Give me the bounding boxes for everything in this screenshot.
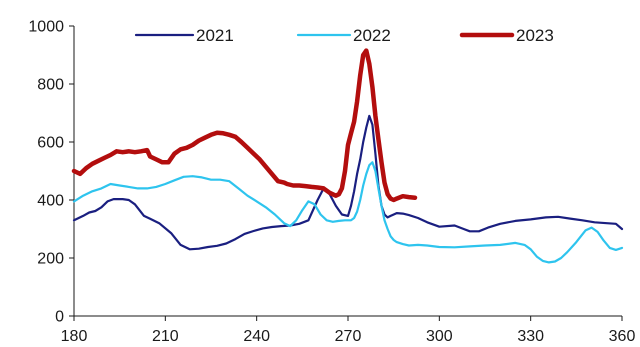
y-tick-label: 1000 bbox=[28, 19, 64, 36]
x-tick-label: 330 bbox=[517, 328, 544, 345]
x-tick-label: 240 bbox=[243, 328, 270, 345]
y-tick-label: 0 bbox=[55, 309, 64, 326]
legend-label-2022: 2022 bbox=[353, 26, 391, 45]
x-tick-label: 360 bbox=[609, 328, 636, 345]
x-tick-label: 270 bbox=[335, 328, 362, 345]
legend: 2021 2022 2023 bbox=[134, 26, 554, 45]
series-line-2021 bbox=[72, 114, 624, 251]
x-tick-label: 180 bbox=[61, 328, 88, 345]
y-tick-label: 800 bbox=[37, 77, 64, 94]
legend-label-2021: 2021 bbox=[196, 26, 234, 45]
series-line-2023 bbox=[71, 48, 418, 203]
legend-label-2023: 2023 bbox=[516, 26, 554, 45]
y-tick-label: 600 bbox=[37, 135, 64, 152]
x-tick-label: 210 bbox=[152, 328, 179, 345]
x-tick-label: 300 bbox=[426, 328, 453, 345]
series-line-2022 bbox=[72, 161, 624, 264]
series-layer bbox=[71, 48, 624, 264]
axes: 0 200 400 600 800 1000 180 210 240 270 300 330 360 bbox=[28, 19, 635, 346]
y-tick-label: 400 bbox=[37, 193, 64, 210]
y-tick-label: 200 bbox=[37, 251, 64, 268]
